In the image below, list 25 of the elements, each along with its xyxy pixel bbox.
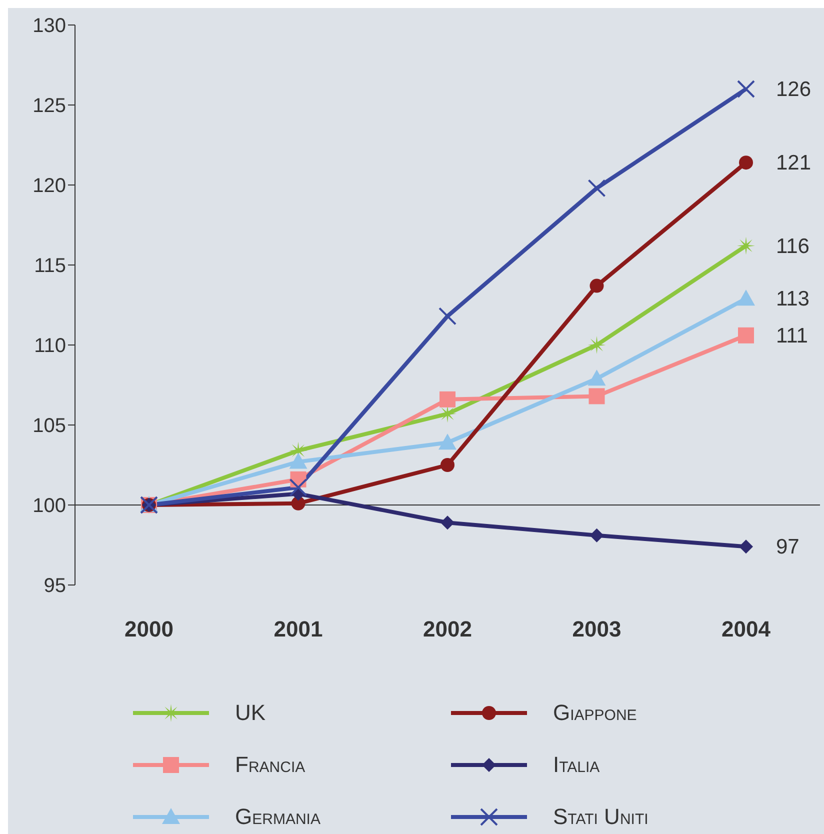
y-tick-label: 125 [32,95,66,118]
y-tick-label: 100 [32,495,66,518]
x-tick-label: 2002 [423,616,472,642]
y-tick-label: 115 [34,255,66,278]
data-label: 126 [776,78,812,101]
data-label: 121 [776,152,812,175]
legend-label: Italia [553,752,600,778]
data-label: 116 [776,234,810,258]
legend-label: UK [235,700,266,726]
legend-label: Stati Uniti [553,804,648,830]
y-tick-label: 130 [32,15,66,38]
x-tick-label: 2000 [124,616,174,642]
data-label: 111 [776,324,808,348]
data-label: 97 [776,536,800,559]
legend-label: Germania [235,804,320,830]
y-tick-label: 120 [32,175,66,198]
x-tick-label: 2003 [572,616,622,642]
x-tick-label: 2004 [722,616,772,642]
y-tick-label: 110 [34,335,66,358]
legend-label: Giappone [553,700,637,726]
data-label: 113 [776,288,810,311]
y-tick-label: 105 [32,415,66,438]
y-tick-label: 95 [44,575,66,598]
legend-label: Francia [235,752,306,778]
x-tick-label: 2001 [274,616,323,642]
